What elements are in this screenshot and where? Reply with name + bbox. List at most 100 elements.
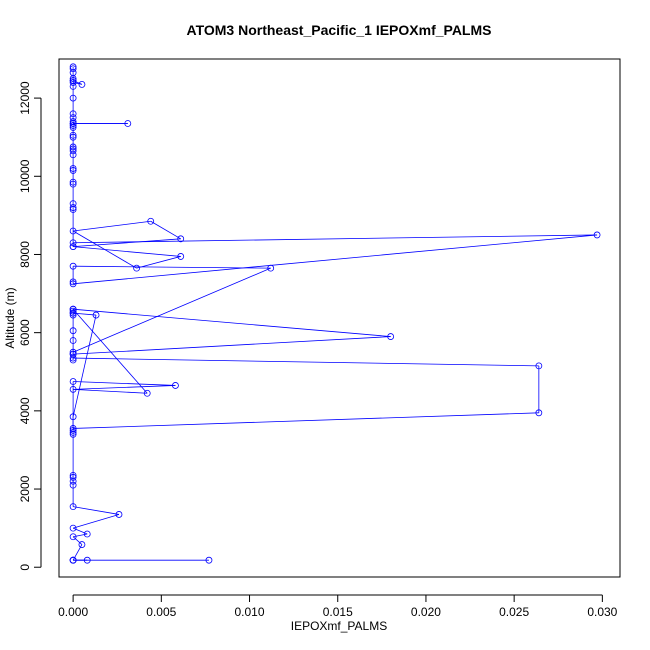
data-point (177, 253, 185, 260)
data-point (69, 428, 77, 436)
data-point (69, 178, 77, 186)
data-point (172, 382, 179, 389)
data-point (69, 77, 77, 84)
data-point (69, 122, 77, 129)
data-point (69, 165, 77, 172)
plot-frame (58, 58, 621, 578)
series-segment (73, 506, 120, 515)
series-segment (73, 220, 151, 232)
data-point (69, 118, 77, 125)
data-point (69, 147, 77, 155)
data-point (69, 180, 77, 188)
data-point (69, 309, 77, 317)
x-axis: 0.000 0.005 0.010 0.015 0.020 0.025 0.030 (58, 594, 618, 619)
series-segment (72, 308, 148, 394)
data-point (69, 239, 77, 247)
data-point (115, 511, 123, 518)
data-point (69, 262, 77, 270)
data-point (69, 167, 77, 174)
y-tick-label: 0 (18, 564, 32, 571)
data-point (69, 350, 77, 358)
data-point (92, 311, 100, 319)
data-point (69, 280, 77, 288)
data-point (205, 556, 213, 564)
data-point (69, 348, 77, 356)
series-segment (150, 220, 181, 240)
series-segment (136, 256, 181, 269)
data-point (69, 413, 77, 421)
series-segment (73, 533, 88, 538)
data-point (147, 217, 155, 225)
x-tick-label: 0.010 (235, 605, 265, 619)
data-point (69, 65, 77, 73)
data-point (69, 204, 77, 211)
series-segment (73, 234, 598, 285)
series-segment (73, 238, 181, 248)
x-axis-label: IEPOXmf_PALMS (291, 619, 387, 633)
data-point (69, 503, 77, 511)
series-segment (73, 412, 539, 429)
data-point (535, 409, 543, 417)
data-point (78, 541, 86, 548)
x-tick-label: 0.025 (499, 605, 529, 619)
data-point (83, 556, 91, 564)
data-point (69, 425, 77, 432)
y-tick-label: 8000 (18, 241, 32, 268)
data-point (69, 477, 77, 485)
series-points-group (69, 63, 601, 564)
data-point (69, 243, 77, 251)
series-segment (73, 388, 148, 394)
data-point (387, 333, 395, 340)
data-point (69, 278, 77, 286)
data-point (69, 110, 77, 118)
data-point (69, 426, 77, 434)
series-segment (73, 308, 391, 337)
series-segment (73, 265, 271, 269)
y-tick-label: 10000 (18, 159, 32, 193)
data-point (69, 133, 77, 141)
data-point (69, 337, 77, 344)
data-point (83, 530, 91, 538)
data-point (69, 63, 77, 71)
x-tick-label: 0.000 (58, 605, 88, 619)
data-point (69, 473, 77, 481)
data-point (69, 114, 77, 122)
series-segment (72, 230, 137, 269)
data-point (69, 378, 77, 385)
data-point (69, 227, 77, 235)
data-point (69, 79, 77, 86)
data-point (69, 94, 77, 102)
x-tick-label: 0.005 (146, 605, 176, 619)
data-point (133, 264, 141, 272)
y-tick-label: 4000 (18, 397, 32, 424)
data-point (69, 533, 77, 541)
y-axis-label: Altitude (m) (3, 287, 17, 348)
series-segment (72, 514, 120, 529)
y-tick-label: 6000 (18, 319, 32, 346)
chart-title: ATOM3 Northeast_Pacific_1 IEPOXmf_PALMS (187, 22, 492, 38)
series-segment (72, 314, 97, 417)
series-segment (73, 336, 391, 355)
data-point (69, 524, 77, 532)
data-point (267, 264, 275, 272)
data-point (535, 362, 543, 370)
x-tick-label: 0.015 (323, 605, 353, 619)
data-point (69, 145, 77, 153)
data-point (69, 305, 77, 313)
series-segment (73, 357, 539, 367)
x-tick-label: 0.020 (411, 605, 441, 619)
series-segment (73, 234, 598, 244)
data-point (69, 200, 77, 208)
series-segment (72, 527, 88, 535)
series-segment (73, 385, 176, 390)
data-point (69, 143, 77, 151)
data-point (69, 556, 77, 564)
data-point (78, 81, 86, 88)
data-point (177, 235, 185, 243)
series-segment (73, 381, 176, 386)
data-point (69, 307, 77, 315)
data-point (69, 481, 77, 489)
y-tick-label: 2000 (18, 475, 32, 502)
data-point (69, 131, 77, 139)
